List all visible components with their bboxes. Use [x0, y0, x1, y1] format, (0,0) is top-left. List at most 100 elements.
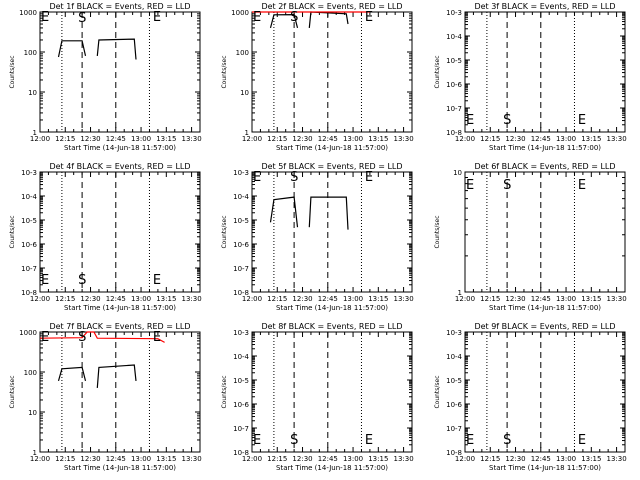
x-tick-label: 13:30 — [181, 455, 201, 463]
marker-e-end: E — [153, 10, 161, 25]
y-tick-label: 1000 — [19, 9, 37, 17]
y-tick-label: 10-5 — [233, 217, 249, 225]
marker-e-start: E — [253, 10, 261, 25]
x-tick-label: 12:30 — [505, 295, 525, 303]
y-tick-label: 10-5 — [233, 377, 249, 385]
y-tick-label: 10-3 — [233, 169, 249, 177]
x-tick-label: 13:00 — [343, 455, 363, 463]
x-tick-label: 12:15 — [55, 295, 75, 303]
x-tick-label: 12:15 — [480, 135, 500, 143]
x-tick-label: 13:00 — [556, 455, 576, 463]
plot-frame — [464, 331, 626, 453]
y-tick-label: 10-4 — [446, 353, 462, 361]
panel-title: Det 8f BLACK = Events, RED = LLD — [261, 322, 402, 331]
y-axis-label: Counts/sec — [9, 375, 16, 408]
marker-e-start: E — [466, 113, 474, 128]
marker-s: S — [503, 178, 511, 193]
y-tick-label: 1 — [458, 289, 462, 297]
marker-s: S — [78, 273, 86, 288]
marker-s: S — [503, 433, 511, 448]
y-tick-label: 10-5 — [21, 217, 37, 225]
x-tick-label: 12:15 — [55, 135, 75, 143]
x-tick-label: 13:00 — [131, 295, 151, 303]
y-tick-label: 1 — [245, 129, 249, 137]
y-tick-label: 10-3 — [21, 169, 37, 177]
y-tick-label: 10-3 — [446, 329, 462, 337]
marker-e-start: E — [466, 433, 474, 448]
events-series-line — [308, 11, 349, 28]
y-tick-label: 1 — [33, 449, 37, 457]
panel-3: Det 3f BLACK = Events, RED = LLD 10-8 10-7… — [434, 2, 627, 152]
y-tick-label: 10 — [453, 169, 462, 177]
plot-frame — [39, 171, 201, 293]
marker-s: S — [503, 113, 511, 128]
x-axis-label: Start Time (14-Jun-18 11:57:00) — [489, 304, 601, 312]
y-tick-label: 10-4 — [233, 353, 249, 361]
marker-e-start: E — [466, 178, 474, 193]
y-tick-label: 10 — [240, 89, 249, 97]
events-series-line — [57, 366, 87, 382]
y-tick-label: 10-4 — [21, 193, 37, 201]
events-series-line — [57, 40, 87, 58]
y-tick-label: 10-8 — [21, 289, 37, 297]
y-tick-label: 10-3 — [446, 9, 462, 17]
panel-title: Det 6f BLACK = Events, RED = LLD — [474, 162, 615, 171]
y-tick-label: 10-7 — [446, 105, 462, 113]
y-tick-label: 10 — [28, 89, 37, 97]
marker-s: S — [78, 330, 86, 345]
marker-s: S — [290, 433, 298, 448]
x-axis-label: Start Time (14-Jun-18 11:57:00) — [489, 144, 601, 152]
plot-frame — [464, 11, 626, 133]
x-tick-label: 13:00 — [556, 295, 576, 303]
plot-frame — [251, 331, 413, 453]
panel-title: Det 9f BLACK = Events, RED = LLD — [474, 322, 615, 331]
x-tick-label: 12:15 — [480, 455, 500, 463]
y-axis-label: Counts/sec — [434, 375, 441, 408]
y-tick-label: 10-6 — [446, 401, 462, 409]
marker-e-end: E — [365, 170, 373, 185]
panel-2: Det 2f BLACK = Events, RED = LLD 1 10 100 10… — [221, 2, 414, 152]
marker-e-end: E — [365, 433, 373, 448]
x-tick-label: 12:30 — [505, 455, 525, 463]
panel-1: Det 1f BLACK = Events, RED = LLD 1 10 100 10… — [9, 2, 202, 152]
panel-9: Det 9f BLACK = Events, RED = LLD 10-8 10-7… — [434, 322, 627, 472]
x-tick-label: 13:00 — [131, 135, 151, 143]
x-tick-label: 13:30 — [393, 295, 413, 303]
plot-frame — [39, 331, 201, 453]
y-axis-label: Counts/sec — [434, 215, 441, 248]
y-tick-label: 10-7 — [446, 425, 462, 433]
y-tick-label: 10-8 — [233, 289, 249, 297]
marker-e-end: E — [578, 178, 586, 193]
panel-title: Det 7f BLACK = Events, RED = LLD — [49, 322, 190, 331]
x-tick-label: 13:30 — [606, 295, 626, 303]
panel-title: Det 2f BLACK = Events, RED = LLD — [261, 2, 402, 11]
y-tick-label: 10-6 — [233, 241, 249, 249]
x-tick-label: 12:00 — [30, 295, 50, 303]
x-tick-label: 13:30 — [181, 295, 201, 303]
x-tick-label: 12:15 — [480, 295, 500, 303]
x-axis-label: Start Time (14-Jun-18 11:57:00) — [64, 304, 176, 312]
x-tick-label: 12:45 — [106, 135, 126, 143]
x-tick-label: 12:00 — [455, 455, 475, 463]
y-tick-label: 10 — [28, 409, 37, 417]
x-tick-label: 13:00 — [343, 135, 363, 143]
x-tick-label: 12:00 — [455, 135, 475, 143]
x-tick-label: 13:15 — [368, 135, 388, 143]
marker-e-start: E — [253, 433, 261, 448]
y-tick-label: 10-6 — [446, 81, 462, 89]
y-tick-label: 100 — [24, 49, 37, 57]
x-tick-label: 12:45 — [106, 455, 126, 463]
y-tick-label: 100 — [24, 369, 37, 377]
x-tick-label: 13:15 — [368, 455, 388, 463]
y-tick-label: 100 — [236, 49, 249, 57]
plot-frame — [464, 171, 626, 293]
panel-title: Det 3f BLACK = Events, RED = LLD — [474, 2, 615, 11]
x-tick-label: 12:45 — [318, 455, 338, 463]
panel-8: Det 8f BLACK = Events, RED = LLD 10-8 10-7… — [221, 322, 414, 472]
marker-s: S — [290, 10, 298, 25]
x-tick-label: 12:00 — [242, 455, 262, 463]
y-tick-label: 10-6 — [233, 401, 249, 409]
marker-e-start: E — [41, 10, 49, 25]
y-tick-label: 1 — [33, 129, 37, 137]
